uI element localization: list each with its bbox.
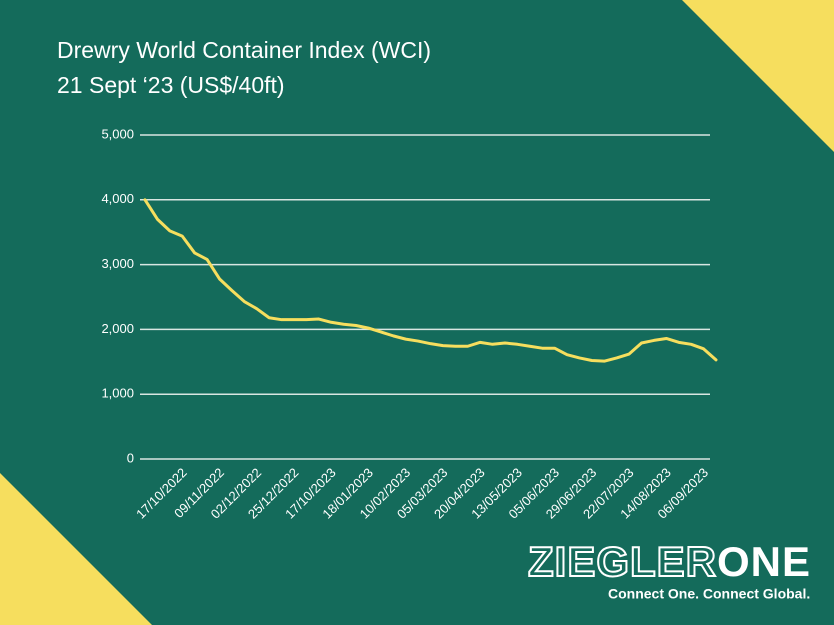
y-tick-label: 4,000 bbox=[101, 191, 134, 206]
logo-tagline: Connect One. Connect Global. bbox=[608, 586, 810, 602]
y-tick-label: 0 bbox=[127, 450, 134, 465]
y-tick-label: 5,000 bbox=[101, 126, 134, 141]
chart-title: Drewry World Container Index (WCI) bbox=[57, 37, 431, 63]
corner-decoration bbox=[0, 473, 152, 625]
chart-subtitle: 21 Sept ‘23 (US$/40ft) bbox=[57, 72, 285, 98]
data-line bbox=[143, 198, 718, 363]
y-tick-label: 2,000 bbox=[101, 321, 134, 336]
logo-outline: ZIEGLER bbox=[528, 538, 717, 585]
logo-solid: ONE bbox=[717, 538, 811, 585]
y-tick-label: 1,000 bbox=[101, 386, 134, 401]
y-tick-label: 3,000 bbox=[101, 256, 134, 271]
corner-decoration bbox=[682, 0, 834, 152]
